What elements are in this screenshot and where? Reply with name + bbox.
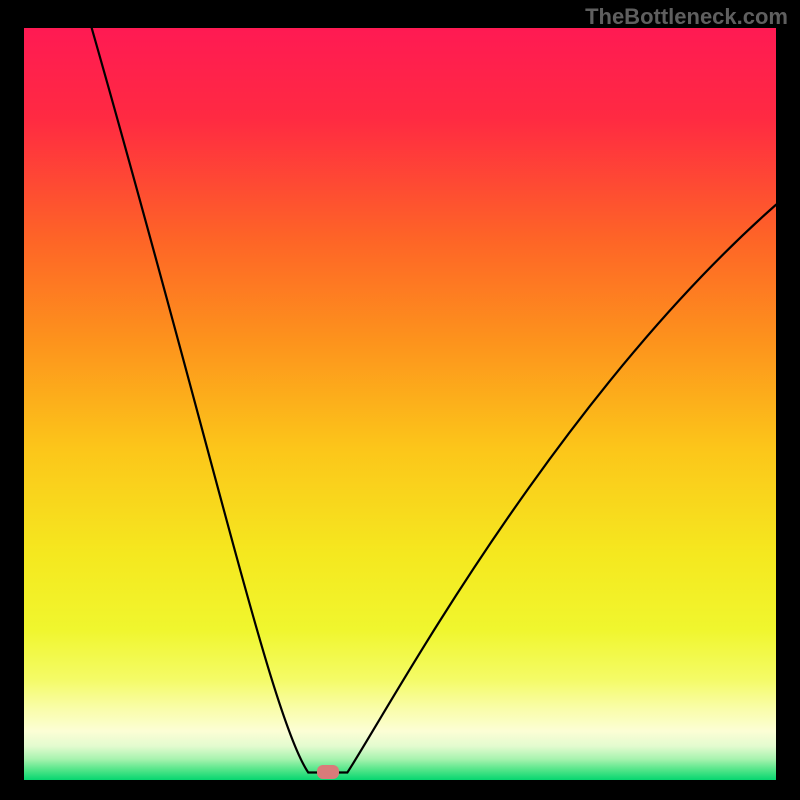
optimum-marker [317, 765, 339, 779]
curve-svg [24, 28, 776, 780]
watermark-text: TheBottleneck.com [585, 4, 788, 30]
gradient-rect [24, 28, 776, 780]
chart-container: TheBottleneck.com [0, 0, 800, 800]
plot-area [24, 28, 776, 780]
